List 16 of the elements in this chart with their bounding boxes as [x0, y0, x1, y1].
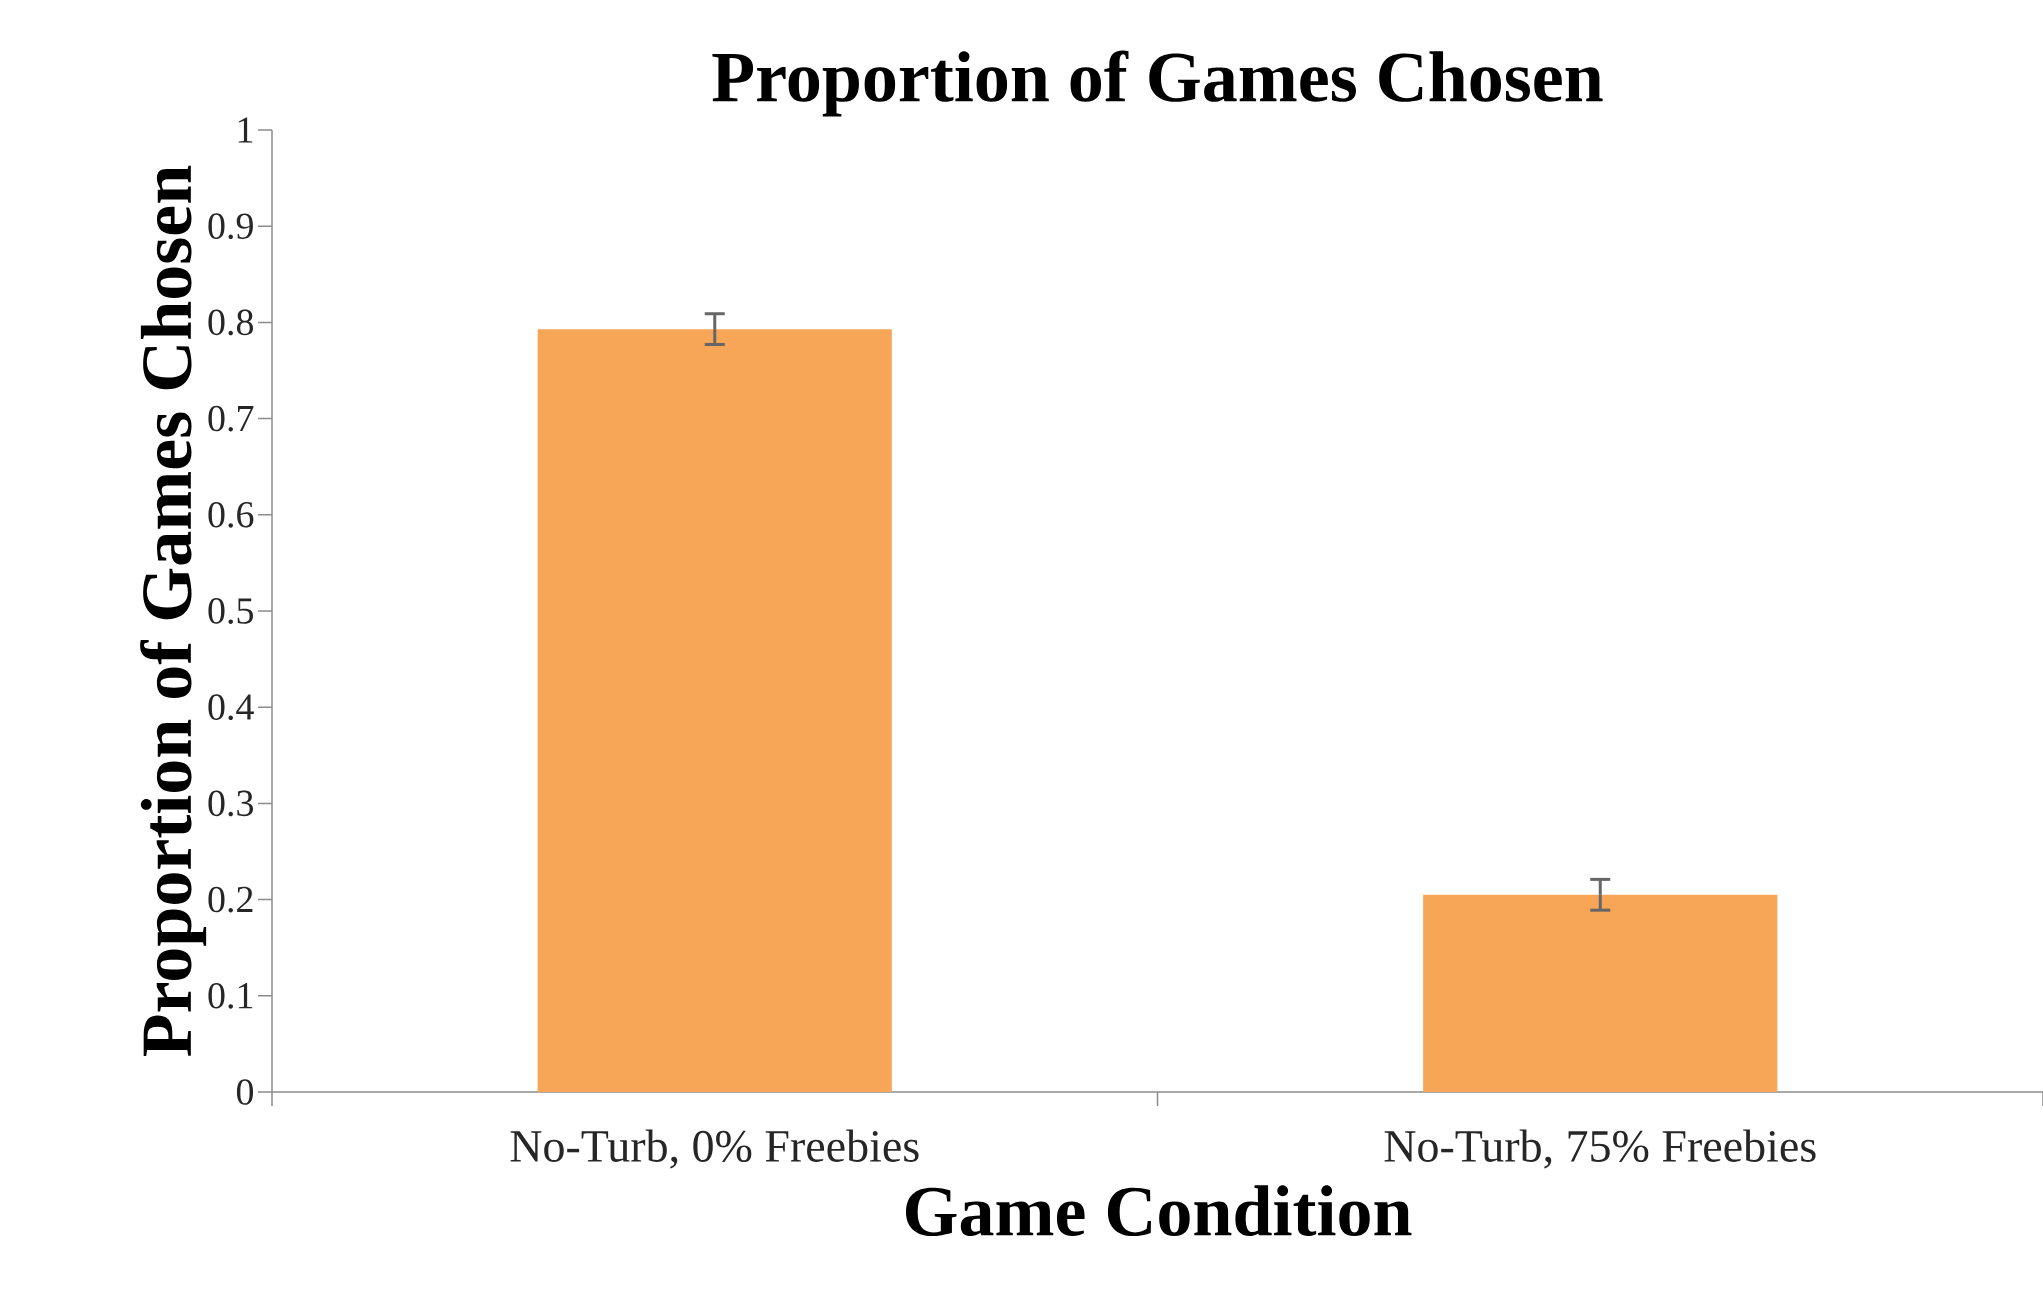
x-tick-label: No-Turb, 75% Freebies [1384, 1129, 1816, 1169]
y-tick-label: 0.1 [208, 982, 253, 1009]
x-axis-title: Game Condition [905, 1185, 1412, 1237]
x-tick-label: No-Turb, 0% Freebies [510, 1129, 919, 1169]
y-tick-label: 0.3 [208, 790, 253, 817]
y-tick-label: 0.4 [208, 694, 254, 721]
y-tick-label: 0.9 [208, 213, 253, 240]
chart-title: Proportion of Games Chosen [712, 50, 1603, 117]
y-tick-label: 1 [238, 117, 253, 143]
y-tick-label: 0.6 [208, 501, 254, 528]
y-tick-label: 0.7 [208, 405, 254, 432]
y-axis-title: Proportion of Games Chosen [140, 165, 207, 1057]
y-tick-label: 0 [236, 1079, 254, 1105]
y-tick-label: 0.2 [208, 886, 253, 913]
y-tick-label: 0.8 [208, 309, 254, 336]
y-tick-label: 0.5 [208, 598, 253, 624]
